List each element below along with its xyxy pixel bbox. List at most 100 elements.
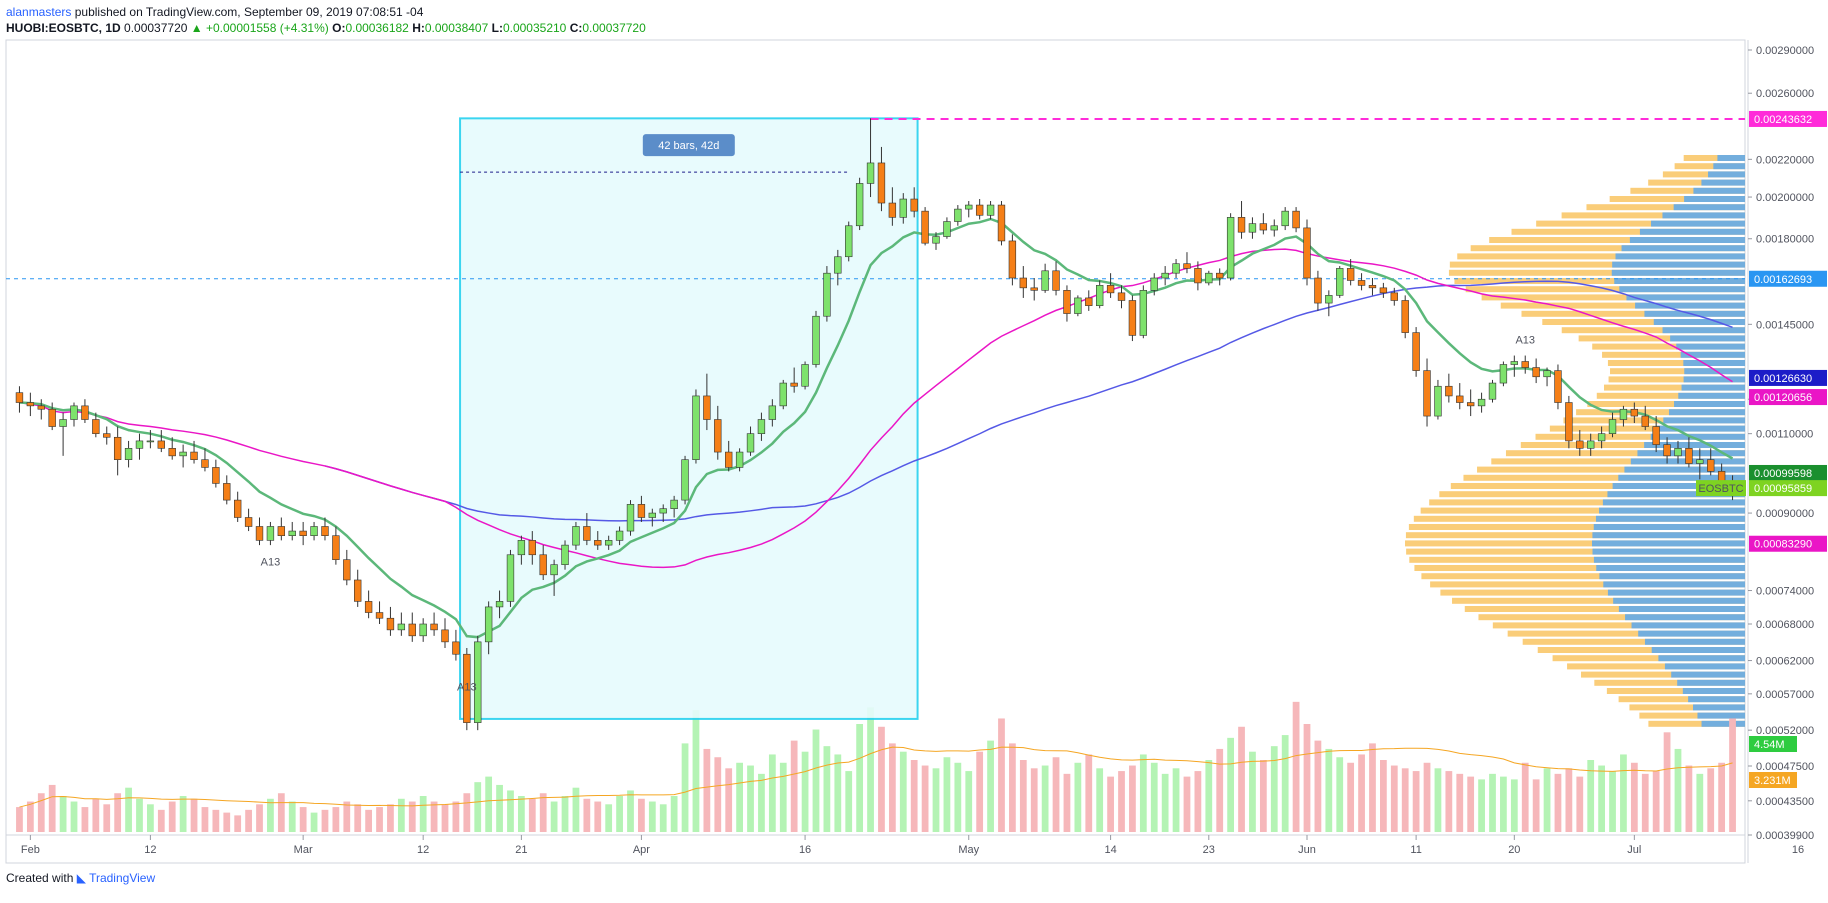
candle-body [92,419,100,434]
price-tick-label: 0.00110000 [1756,429,1813,441]
volume-bar [70,801,78,832]
candle-body [1641,415,1649,427]
volume-bar [1510,779,1518,832]
volume-profile-bar [1653,319,1745,325]
candle-body [81,405,89,420]
volume-bar [354,804,362,832]
candle-body [866,162,875,184]
volume-bar [1500,776,1507,832]
volume-profile-bar [1635,302,1745,309]
volume-bars [16,701,1736,832]
candle-body [1303,227,1311,279]
candle-body [768,405,777,420]
volume-bar [943,757,951,832]
volume-profile-bar [1470,245,1745,252]
volume-profile-bar [1448,269,1745,276]
time-tick-label: Jul [1627,844,1641,856]
volume-bar [125,787,132,832]
volume-bar [1205,760,1213,832]
volume-bar [92,798,100,832]
volume-profile-bar [1708,171,1745,178]
volume-bar [605,804,613,832]
volume-bar [190,798,198,832]
candle-body [124,448,133,460]
a13-marker: A13 [261,557,281,569]
volume-profile-bar [1511,228,1745,235]
volume-profile-bar [1683,155,1745,161]
volume-bar [1729,718,1736,832]
candle-body [1630,408,1639,417]
candle-body [1663,444,1671,457]
volume-profile-bar [1663,417,1745,424]
volume-bar [1096,768,1104,832]
candle-body [1466,402,1475,407]
volume-profile-bar [1576,409,1745,416]
candle-body [1346,268,1355,281]
candle-body [1565,402,1573,442]
volume-profile-bar [1662,212,1745,219]
volume-bar [1718,762,1726,832]
candle-body [615,530,624,541]
candle-body [244,517,253,527]
candle-body [506,554,515,602]
candle-body [1041,270,1049,291]
volume-bar [998,718,1005,832]
volume-bar [1652,771,1660,832]
volume-profile-bar [1593,524,1745,530]
candle-body [1488,382,1497,400]
volume-bar [485,776,493,832]
candle-body [430,623,438,631]
volume-bar [376,807,383,832]
volume-bar [1314,740,1322,832]
candle-body [975,204,984,216]
candle-body [681,459,689,501]
low-value: 0.00035210 [502,21,567,35]
price-tag-bg [1749,535,1827,552]
footer: Created with ◣ TradingView [6,871,155,885]
candle-body [223,483,231,501]
candle-body [1652,426,1660,445]
volume-bar [779,762,787,832]
price-tag-label: 0.00243632 [1754,114,1812,126]
volume-bar [26,801,34,832]
time-tick-label: Feb [21,844,40,856]
high-value: 0.00038407 [424,21,489,35]
candle-body [452,641,460,655]
author-link[interactable]: alanmasters [6,5,72,19]
volume-profile-bar [1414,565,1745,571]
candle-body [1281,210,1289,227]
candle-body [157,440,165,449]
candle-body [1423,370,1431,417]
candle-body [1205,272,1213,284]
volume-profile-bar [1552,655,1745,662]
volume-profile-bar [1457,253,1745,260]
volume-profile-bar [1592,343,1745,350]
volume-profile-bar [1684,196,1745,202]
candle-body [528,540,536,556]
volume-profile-bar [1408,524,1745,530]
volume-bar [703,748,711,832]
volume-bar [747,765,754,832]
volume-bar [59,796,67,832]
candle-body [1292,210,1300,229]
tradingview-logo[interactable]: ◣ TradingView [76,871,156,885]
volume-bar [659,804,667,832]
volume-profile-bar [1440,589,1745,596]
volume-bar [561,796,569,832]
price-tag-bg [1749,270,1827,287]
volume-bar [1249,751,1256,832]
candle-body [1401,300,1409,333]
candle-body [692,395,700,460]
volume-bar [168,801,176,832]
volume-profile-bar [1680,351,1745,358]
price-tag-bg [1749,369,1827,386]
volume-bar [1227,737,1235,832]
high-label: H: [412,21,425,35]
candle-body [397,623,406,631]
volume-profile-bar [1420,507,1745,514]
candle-body [1270,225,1278,231]
volume-profile-bar [1651,220,1745,227]
volume-bar [332,807,340,832]
